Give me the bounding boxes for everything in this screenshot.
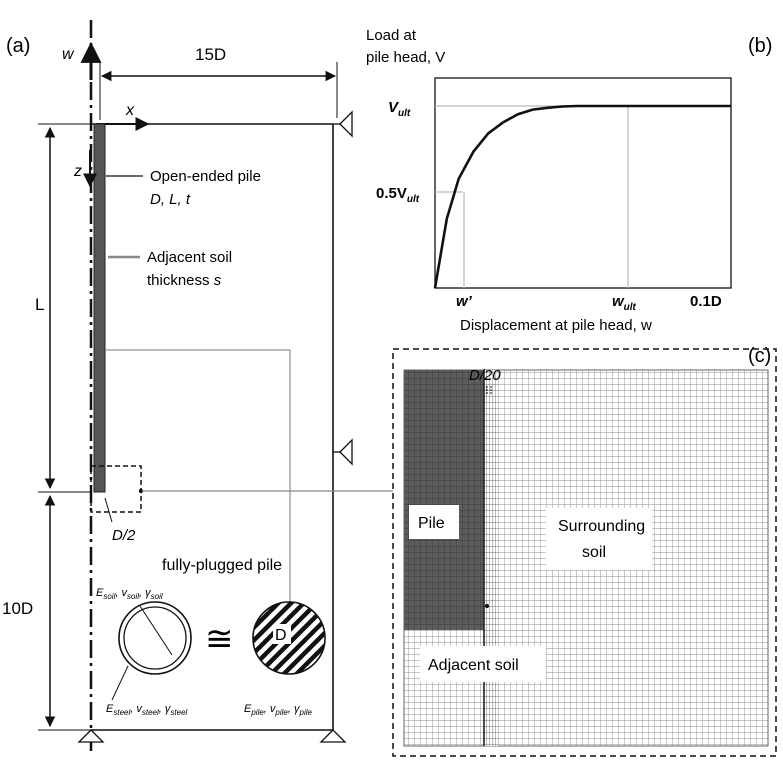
pile-props-g: , γ (288, 703, 301, 715)
plugged-section-outline (252, 601, 326, 675)
pile-props-g-sub: pile (299, 708, 313, 717)
xtick-wult: wult (612, 293, 637, 313)
d-half-label: D/2 (112, 527, 136, 544)
panel-c: (c) D/20 Pile Surrounding soil Adjacent … (392, 345, 777, 757)
roller-support-mid (333, 438, 353, 466)
xtick-wult-sub: ult (624, 302, 637, 313)
x-axis-label: x (125, 102, 135, 119)
load-displacement-curve (433, 104, 731, 289)
soil-props-e: E (96, 587, 104, 599)
panel-a-label: (a) (6, 35, 30, 57)
adj-soil-label-1: Adjacent soil (147, 249, 232, 266)
pile-props-v: , v (264, 703, 277, 715)
mesh-pile (404, 370, 484, 630)
soil-props-v-sub: soil (127, 592, 139, 601)
pile-mesh-label: Pile (418, 515, 445, 532)
dim-l-label: L (35, 295, 44, 314)
adjacent-label-box (420, 646, 546, 682)
dim-15d-label: 15D (195, 45, 226, 64)
d20-label: D/20 (469, 367, 501, 384)
adj-soil-label-2-text: thickness (147, 272, 214, 289)
mesh-tip-point (485, 604, 489, 608)
pile-label: Open-ended pile (150, 168, 261, 185)
surrounding-label-box (546, 508, 652, 570)
ytick-half-main: 0.5V (376, 185, 407, 202)
w-axis-label: w (62, 46, 75, 63)
steel-props-g-sub: steel (170, 708, 187, 717)
soil-props-label: Esoil, vsoil, γsoil (96, 587, 163, 601)
pile-label-box (409, 505, 459, 539)
circle-d-label: D (275, 627, 287, 644)
pile-shaft (93, 123, 106, 493)
steel-props-v: , v (130, 703, 143, 715)
ytick-vult: Vult (388, 99, 411, 119)
soil-props-v: , v (115, 587, 128, 599)
mesh-adjacent-soil-columns (484, 370, 498, 746)
d-half-leader (104, 497, 113, 523)
circle-d-bg (273, 624, 291, 644)
pile-params: D, L, t (150, 191, 191, 208)
soil-props-g-sub: soil (151, 592, 163, 601)
ylabel-line1: Load at (366, 27, 417, 44)
steel-props-g: , γ (159, 703, 172, 715)
equivalence-symbol: ≅ (205, 620, 234, 658)
soil-props-e-sub: soil (103, 592, 115, 601)
panel-b: (b) Load at pile head, V Vult 0.5Vult w’… (366, 27, 772, 334)
adjacent-mesh-label: Adjacent soil (428, 657, 519, 674)
xtick-wult-main: w (612, 293, 625, 310)
steel-props-e: E (106, 703, 114, 715)
roller-support-top (333, 110, 353, 138)
panel-a: (a) w 15D x (2, 20, 393, 755)
z-axis-label: z (73, 163, 82, 180)
fully-plugged-label: fully-plugged pile (162, 557, 282, 574)
pin-support-bottom-right (319, 729, 347, 743)
connector-to-circle (106, 349, 291, 604)
open-pile-section-inner (123, 606, 187, 670)
dim-10d-label: 10D (2, 599, 33, 618)
soil-props-leader (139, 605, 173, 656)
pile-props-e: E (244, 703, 252, 715)
pin-support-bottom-left (77, 729, 105, 743)
xlabel: Displacement at pile head, w (460, 317, 652, 334)
adj-soil-label-2: thickness s (147, 272, 222, 289)
ytick-vult-sub: ult (398, 108, 411, 119)
steel-props-v-sub: steel (142, 708, 159, 717)
panel-b-label: (b) (748, 35, 772, 57)
pile-props-label: Epile, vpile, γpile (244, 703, 313, 717)
steel-props-e-sub: steel (113, 708, 130, 717)
surrounding-label-2: soil (582, 544, 606, 561)
ytick-vult-main: V (388, 99, 400, 116)
pile-props-v-sub: pile (274, 708, 288, 717)
steel-props-leader (111, 665, 129, 701)
mesh-frame (392, 348, 777, 757)
panel-c-label: (c) (748, 345, 771, 367)
ytick-half-sub: ult (407, 194, 420, 205)
xtick-wprime: w’ (456, 293, 473, 310)
pile-props-e-sub: pile (250, 708, 264, 717)
ylabel-line2: pile head, V (366, 49, 445, 66)
surrounding-label-1: Surrounding (558, 518, 645, 535)
xtick-end: 0.1D (690, 293, 722, 310)
soil-props-g: , γ (139, 587, 152, 599)
pile-tip-point (138, 488, 144, 494)
adj-soil-label-2-var: s (214, 272, 222, 289)
ytick-half-vult: 0.5Vult (376, 185, 420, 205)
steel-props-label: Esteel, vsteel, γsteel (106, 703, 188, 717)
plot-frame (434, 77, 732, 289)
